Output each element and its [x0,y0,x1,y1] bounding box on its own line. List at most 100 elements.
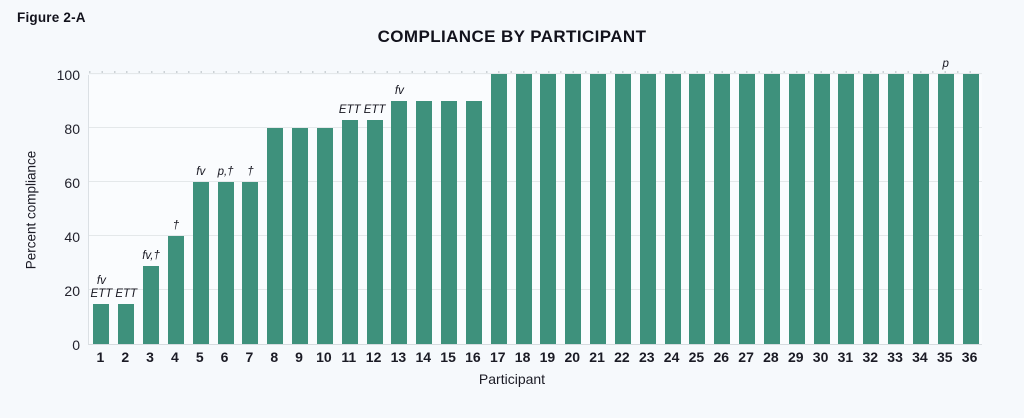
bar-participant-19 [540,74,557,344]
bar-annotation-3: fv,† [142,249,160,262]
x-tick-label-7: 7 [245,349,254,365]
bar-slot-35: p [933,58,958,344]
y-tick-label-40: 40 [64,229,80,245]
top-axis-ticks [89,71,982,74]
bar-slot-20 [561,74,586,344]
x-tick-label-27: 27 [738,349,754,365]
bar-slot-7: † [238,75,263,344]
bar-slot-9 [288,75,313,344]
gridline-y-20 [89,289,982,290]
bar-slot-13: fv [387,75,412,344]
x-tick-label-14: 14 [415,349,432,365]
x-tick-label-21: 21 [589,349,605,365]
bar-slot-3: fv,† [139,75,164,344]
bar-participant-20 [565,74,582,344]
bar-participant-18 [515,74,532,344]
bar-annotation-1: fv ETT [90,274,113,300]
bar-participant-9 [292,128,309,344]
bar-participant-1 [93,303,110,344]
bar-slot-29 [784,74,809,344]
x-tick-label-31: 31 [837,349,854,365]
x-tick-label-17: 17 [489,349,506,365]
x-tick-label-13: 13 [390,349,407,365]
x-tick-label-32: 32 [862,349,879,365]
figure-label: Figure 2-A [17,10,86,25]
bar-slot-17 [486,74,511,344]
bar-slot-21 [586,74,611,344]
bar-annotation-7: † [247,166,254,178]
bar-participant-5 [192,182,209,344]
y-tick-label-60: 60 [64,175,80,191]
bar-annotation-11: ETT [338,103,361,116]
x-tick-label-3: 3 [146,349,154,365]
bar-participant-29 [788,74,805,344]
x-tick-label-24: 24 [663,349,680,365]
bar-participant-32 [863,74,880,344]
bar-participant-3 [143,265,160,344]
bar-slot-33 [884,74,909,344]
bar-participant-17 [490,74,507,344]
bar-slot-18 [511,74,536,344]
y-tick-label-0: 0 [72,337,80,353]
x-tick-label-1: 1 [96,349,105,365]
x-axis-title: Participant [478,371,546,387]
bar-slot-19 [536,74,561,344]
bar-slot-31 [834,74,859,344]
bar-slot-16 [462,75,487,344]
bar-participant-8 [267,128,284,344]
bar-participant-33 [888,74,905,344]
bar-slot-12: ETT [362,75,387,344]
x-tick-label-12: 12 [365,349,382,365]
bar-slot-15 [437,75,462,344]
x-tick-label-19: 19 [539,349,556,365]
bar-slot-30 [809,74,834,344]
gridline-y-60 [89,181,982,182]
x-tick-label-8: 8 [270,349,279,365]
bar-slot-10 [313,75,338,344]
y-tick-label-20: 20 [64,283,80,299]
bar-participant-23 [639,74,656,344]
bar-slot-25 [685,74,710,344]
bar-participant-6 [217,182,234,344]
x-tick-label-11: 11 [341,349,357,365]
x-tick-label-30: 30 [812,349,829,365]
x-tick-label-34: 34 [912,349,928,365]
bar-slot-23 [635,74,660,344]
bar-participant-30 [813,74,830,344]
x-tick-label-5: 5 [195,349,204,365]
bar-annotation-2: ETT [115,287,138,300]
bar-slot-4: † [164,75,189,344]
bar-participant-31 [838,74,855,344]
bar-participant-13 [391,101,408,344]
bar-annotation-12: ETT [363,103,386,116]
bar-slot-28 [760,74,785,344]
x-tick-label-4: 4 [171,349,179,365]
x-tick-label-28: 28 [763,349,779,365]
bar-slot-6: p,† [213,75,238,344]
bar-participant-26 [714,74,731,344]
bar-participant-25 [689,74,706,344]
bar-participant-14 [416,101,433,344]
bar-slot-5: fv [188,75,213,344]
bar-annotation-5: fv [196,166,206,178]
bar-annotation-35: p [942,58,949,70]
bar-annotation-13: fv [394,85,404,97]
x-tick-label-20: 20 [564,349,581,365]
bar-slot-32 [859,74,884,344]
x-tick-label-16: 16 [465,349,481,365]
x-tick-label-35: 35 [936,349,953,365]
x-tick-label-23: 23 [638,349,655,365]
bar-slot-36 [958,74,983,344]
y-axis-title: Percent compliance [23,150,39,270]
x-tick-label-25: 25 [688,349,705,365]
bar-participant-28 [763,74,780,344]
x-tick-label-15: 15 [440,349,456,365]
bar-participant-15 [441,101,458,344]
x-tick-label-10: 10 [316,349,332,365]
bar-participant-2 [118,303,135,344]
x-tick-label-26: 26 [713,349,730,365]
gridline-y-100 [89,73,982,74]
bar-participant-21 [590,74,607,344]
y-tick-label-80: 80 [64,121,80,137]
